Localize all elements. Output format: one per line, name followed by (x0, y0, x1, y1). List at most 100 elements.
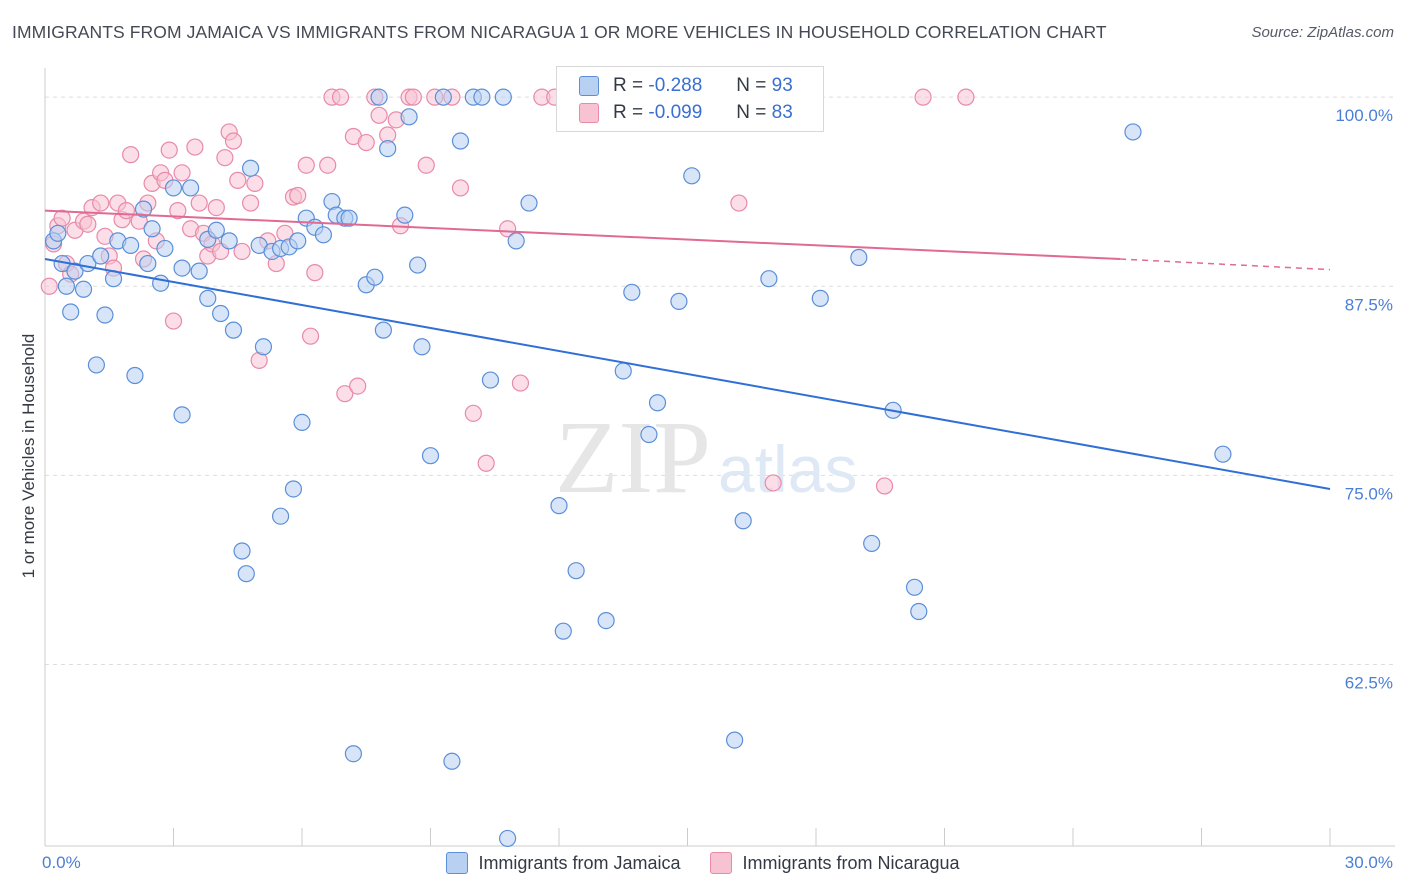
y-tick-label: 87.5% (1345, 295, 1393, 314)
jamaica-point (92, 247, 110, 265)
jamaica-point (199, 289, 217, 307)
jamaica-point (850, 248, 868, 267)
nicaragua-point (92, 194, 110, 212)
nicaragua-point (169, 202, 187, 220)
legend-n-label: N = (736, 75, 767, 96)
watermark: ZIP atlas (555, 400, 857, 515)
jamaica-point (212, 304, 230, 323)
stats-legend: R = -0.288 N = 93 R = -0.099 N = 83 (556, 66, 824, 132)
jamaica-point (421, 447, 440, 465)
series-legend: Immigrants from Jamaica Immigrants from … (0, 852, 1406, 874)
jamaica-point (96, 306, 114, 324)
jamaica-point (340, 209, 358, 227)
trend-line-jamaica (44, 258, 1331, 490)
y-tick-label: 75.0% (1345, 484, 1393, 503)
jamaica-point (143, 220, 161, 238)
jamaica-point (344, 745, 362, 763)
nicaragua-point (914, 88, 932, 106)
jamaica-point (623, 283, 641, 301)
jamaica-point (640, 425, 658, 444)
nicaragua-point (186, 138, 204, 156)
nicaragua-point (229, 171, 247, 189)
jamaica-point (520, 194, 538, 212)
y-axis-tick-labels: 62.5% 75.0% 87.5% 100.0% (1335, 106, 1393, 692)
jamaica-point (237, 565, 255, 583)
jamaica-point (1124, 123, 1142, 141)
jamaica-point (614, 362, 632, 380)
nicaragua-point (190, 194, 208, 212)
legend-label-jamaica: Immigrants from Jamaica (478, 852, 681, 873)
legend-n-label: N = (736, 102, 767, 123)
jamaica-point (224, 321, 243, 339)
jamaica-point (233, 542, 251, 560)
jamaica-point (550, 497, 568, 515)
nicaragua-point (122, 146, 140, 164)
nicaragua-point (357, 133, 375, 152)
nicaragua-point (477, 454, 495, 472)
nicaragua-point (233, 242, 251, 261)
jamaica-point (734, 512, 752, 530)
y-axis-title: 1 or more Vehicles in Household (19, 334, 38, 579)
jamaica-point (379, 139, 397, 158)
jamaica-point (173, 259, 191, 277)
jamaica-point (396, 206, 414, 224)
jamaica-point (190, 262, 208, 280)
jamaica-point (139, 254, 157, 273)
nicaragua-point (79, 215, 97, 233)
jamaica-point (126, 366, 144, 385)
y-tick-label: 100.0% (1335, 106, 1393, 125)
jamaica-point (683, 167, 701, 185)
legend-swatch-nicaragua (579, 103, 599, 123)
nicaragua-point (160, 141, 178, 159)
nicaragua-point (957, 88, 975, 106)
nicaragua-point (451, 179, 470, 197)
jamaica-point (57, 277, 76, 295)
jamaica-point (284, 480, 303, 498)
nicaragua-point (297, 156, 315, 174)
nicaragua-point (336, 385, 354, 403)
nicaragua-point (319, 156, 337, 174)
jamaica-point (863, 534, 881, 553)
jamaica-point (366, 268, 384, 286)
legend-item-jamaica[interactable]: Immigrants from Jamaica (446, 852, 680, 874)
nicaragua-point (404, 88, 422, 106)
nicaragua-point (349, 377, 367, 395)
jamaica-point (293, 413, 311, 432)
nicaragua-point (730, 194, 748, 212)
legend-swatch-jamaica (446, 852, 469, 874)
series-jamaica-points (44, 88, 1232, 848)
legend-row-nicaragua: R = -0.099 N = 83 (579, 101, 793, 125)
jamaica-point (499, 829, 517, 848)
jamaica-point (62, 303, 80, 321)
jamaica-point (494, 88, 512, 106)
jamaica-point (254, 338, 273, 356)
nicaragua-point (216, 149, 234, 167)
jamaica-point (413, 338, 431, 356)
jamaica-point (451, 132, 470, 150)
jamaica-point (87, 356, 106, 374)
nicaragua-point (207, 198, 225, 217)
nicaragua-point (301, 327, 320, 345)
jamaica-point (152, 274, 170, 292)
watermark-zip: ZIP (555, 400, 711, 515)
legend-n-value-jamaica: 93 (771, 75, 793, 96)
jamaica-point (182, 179, 200, 197)
jamaica-point (314, 226, 333, 244)
nicaragua-point (370, 106, 388, 124)
nicaragua-point (246, 174, 264, 192)
jamaica-point (173, 406, 191, 424)
nicaragua-point (289, 186, 307, 205)
jamaica-point (910, 602, 928, 621)
nicaragua-point (173, 164, 191, 182)
jamaica-point (400, 108, 418, 126)
x-tick-label-min: 0.0% (42, 853, 81, 872)
jamaica-point (567, 562, 585, 580)
nicaragua-point (764, 474, 782, 492)
legend-n-value-nicaragua: 83 (771, 102, 793, 123)
jamaica-point (1214, 445, 1232, 463)
legend-item-nicaragua[interactable]: Immigrants from Nicaragua (710, 852, 960, 874)
trend-line-nicaragua (44, 209, 1121, 261)
trend-lines (44, 209, 1331, 490)
nicaragua-point (875, 477, 894, 495)
